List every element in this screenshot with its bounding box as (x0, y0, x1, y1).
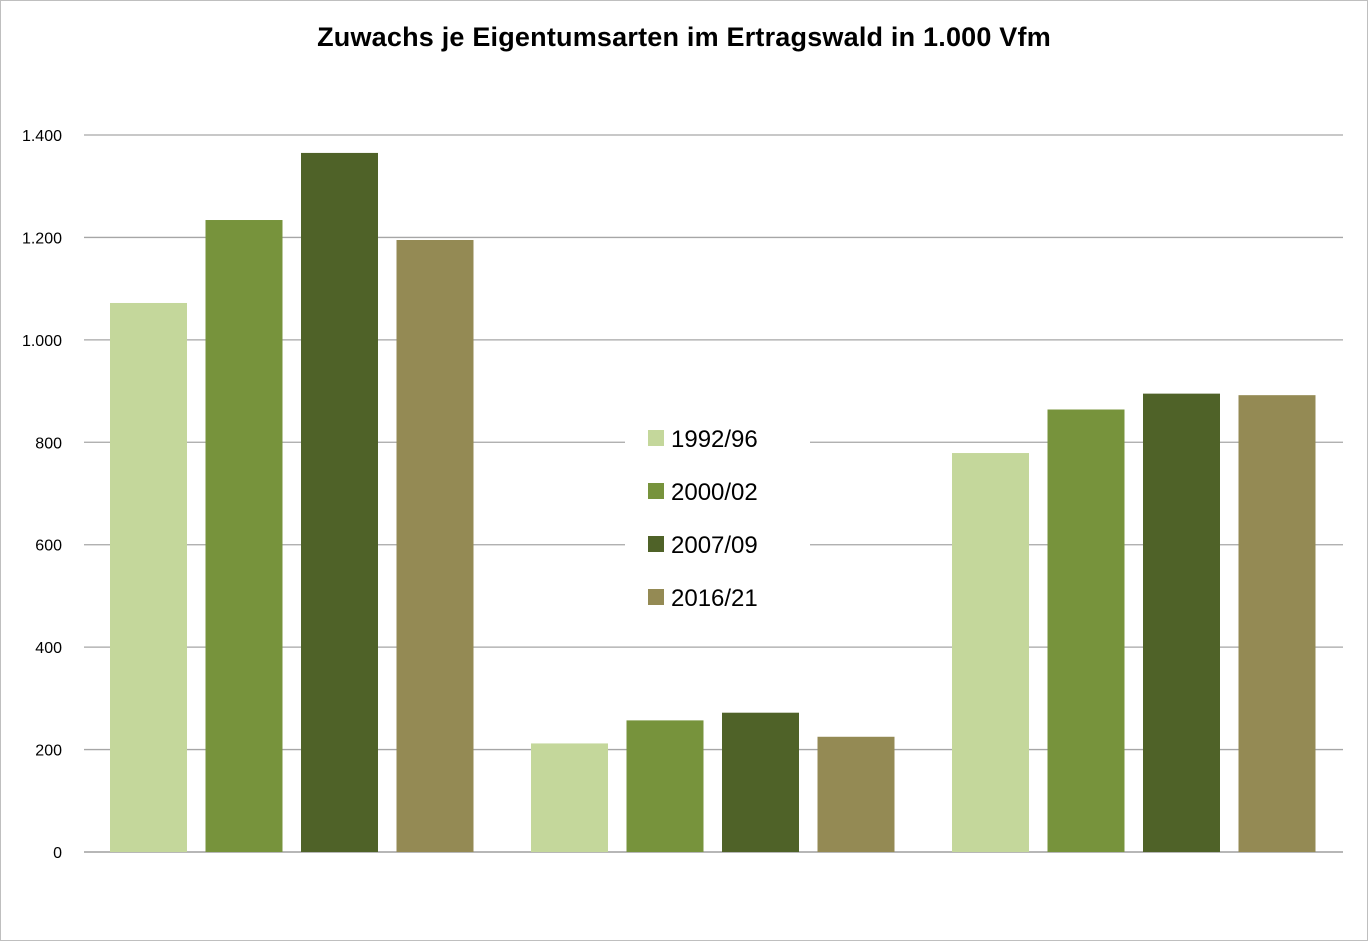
y-tick-label: 1.200 (22, 230, 62, 247)
y-tick-label: 1.400 (22, 128, 62, 145)
legend-swatch (648, 483, 664, 499)
bar (205, 220, 283, 852)
y-axis: 0 200 400 600 800 1.000 1.200 1.400 (22, 128, 62, 862)
chart-title: Zuwachs je Eigentumsarten im Ertragswald… (317, 22, 1051, 52)
legend-swatch (648, 589, 664, 605)
y-tick-label: 0 (53, 845, 62, 862)
legend-swatch (648, 536, 664, 552)
bars (110, 152, 1316, 853)
legend-label: 2016/21 (671, 585, 758, 612)
bar (1047, 409, 1125, 852)
legend-label: 1992/96 (671, 426, 758, 453)
bar (952, 453, 1029, 852)
y-tick-label: 1.000 (22, 333, 62, 350)
y-tick-label: 600 (35, 538, 62, 555)
bar (1143, 393, 1220, 852)
bar (301, 152, 378, 853)
bar (110, 302, 187, 852)
y-tick-label: 400 (35, 640, 62, 657)
bar (722, 712, 799, 852)
legend-swatch (648, 430, 664, 446)
legend-label: 2007/09 (671, 532, 758, 559)
y-tick-label: 800 (35, 435, 62, 452)
bar (1238, 395, 1316, 852)
y-tick-label: 200 (35, 743, 62, 760)
legend: 1992/96 2000/02 2007/09 2016/21 (625, 410, 810, 625)
bar (531, 743, 608, 852)
bar (817, 736, 895, 852)
bar (626, 720, 704, 852)
bar (396, 239, 474, 853)
gridlines (84, 134, 1343, 853)
legend-label: 2000/02 (671, 479, 758, 506)
